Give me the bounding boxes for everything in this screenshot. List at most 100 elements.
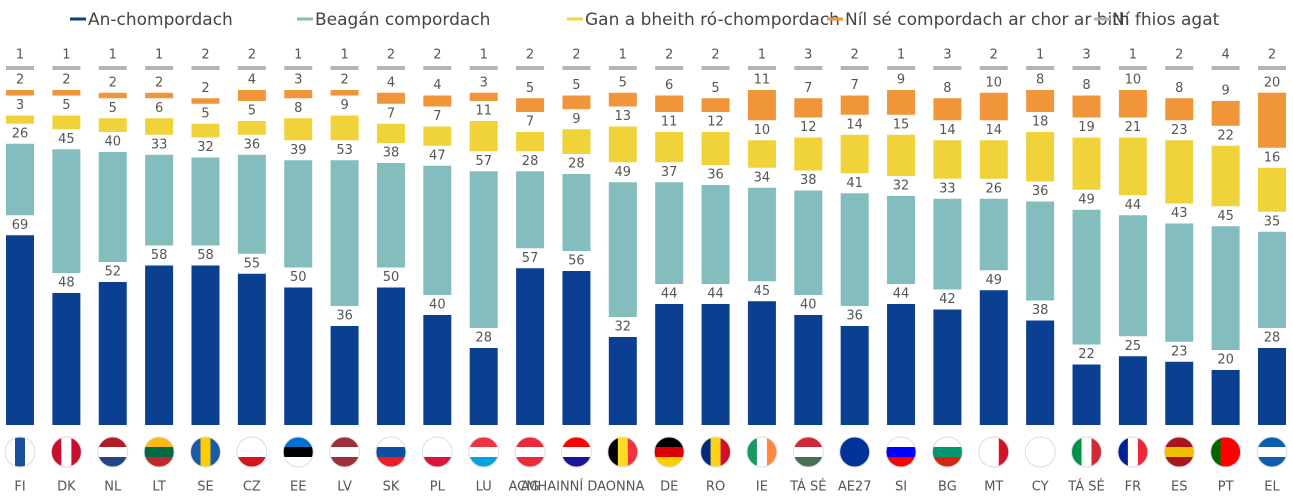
bar-segment — [1026, 66, 1055, 70]
bar-segment — [794, 190, 823, 295]
flag — [1164, 437, 1195, 467]
bar-segment — [516, 132, 545, 152]
flag-stripe — [793, 447, 824, 458]
bar-segment — [1258, 348, 1286, 425]
x-tick-label: AG — [521, 480, 540, 495]
bar-segment — [516, 171, 545, 249]
bar-segment — [469, 92, 498, 101]
flag — [515, 437, 546, 467]
value-label: 41 — [846, 176, 863, 191]
value-label: 21 — [1125, 120, 1142, 135]
value-label: 10 — [986, 75, 1003, 90]
flag-stripe — [97, 447, 128, 458]
bar-segment — [701, 98, 730, 112]
value-label: 38 — [383, 146, 400, 161]
bar-segment — [1118, 66, 1147, 70]
value-label: 56 — [568, 254, 585, 269]
flag-rim — [468, 436, 500, 468]
bar-segment — [6, 143, 34, 216]
flag-rim — [839, 436, 871, 468]
flag — [468, 437, 499, 467]
bar-segment — [6, 66, 34, 70]
bar-segment — [1118, 137, 1147, 196]
value-label: 45 — [754, 284, 771, 299]
flag-rim — [885, 436, 917, 468]
bar-segment — [145, 66, 174, 70]
flag-stripe — [1025, 437, 1056, 448]
flag-stripe — [375, 437, 406, 448]
flag-stripe — [468, 447, 499, 458]
flag-stripe — [988, 437, 1000, 467]
flag-rim — [97, 436, 129, 468]
flag-stripe — [1164, 447, 1195, 458]
value-label: 9 — [1221, 84, 1229, 99]
bar-segment — [423, 95, 452, 107]
value-label: 55 — [244, 256, 261, 271]
value-label: 3 — [480, 75, 488, 90]
flag — [236, 437, 267, 467]
flag — [1117, 437, 1148, 467]
flag — [746, 437, 777, 467]
bar-segment — [840, 326, 869, 425]
flag-rim — [236, 436, 268, 468]
value-label: 53 — [336, 143, 353, 158]
x-tick-label: FI — [14, 480, 25, 495]
bar-segment — [979, 92, 1008, 121]
bar-segment — [1211, 101, 1240, 126]
flag-stripe — [1210, 437, 1222, 467]
flag-stripe — [375, 457, 406, 467]
value-label: 11 — [754, 73, 771, 88]
flag-stripe — [236, 437, 267, 448]
value-label: 9 — [572, 112, 580, 127]
value-label: 8 — [943, 81, 951, 96]
value-label: 26 — [986, 181, 1003, 196]
value-label: 1 — [619, 48, 627, 63]
bar-segment — [98, 282, 127, 425]
bar-segment — [52, 66, 81, 70]
flag-stripe — [144, 447, 175, 458]
flag-stripe — [720, 437, 731, 467]
flag-stripe — [886, 437, 917, 448]
bar-segment — [562, 271, 591, 425]
value-label: 11 — [475, 104, 492, 119]
value-label: 33 — [939, 181, 956, 196]
value-label: 22 — [1078, 347, 1095, 362]
bar-segment — [562, 174, 591, 251]
bar-segment — [376, 123, 405, 143]
flag-stripe — [886, 447, 917, 458]
bar-segment — [701, 66, 730, 70]
value-label: 44 — [893, 287, 910, 302]
bar-segment — [191, 66, 220, 70]
bar-segment — [794, 137, 823, 171]
bar-segment — [52, 293, 81, 425]
bar-segment — [284, 287, 313, 425]
bar-segment — [979, 140, 1008, 179]
value-label: 3 — [943, 48, 951, 63]
bar-segment — [237, 154, 266, 254]
flag-stripe — [329, 447, 360, 458]
value-label: 50 — [383, 270, 400, 285]
flag-stripe — [1220, 437, 1232, 467]
value-label: 23 — [1171, 344, 1188, 359]
value-label: 2 — [201, 48, 209, 63]
legend-label: Beagán compordach — [315, 10, 490, 30]
flag-stripe — [627, 437, 638, 467]
flag — [839, 437, 870, 467]
value-label: 45 — [58, 132, 75, 147]
value-label: 1 — [480, 48, 488, 63]
flag-stripe — [200, 437, 211, 467]
flag-stripe — [561, 457, 592, 467]
x-tick-label: IE — [756, 480, 768, 495]
value-label: 8 — [1175, 81, 1183, 96]
bar-segment — [6, 90, 34, 96]
bar-segment — [1211, 66, 1240, 70]
flag-stripe — [561, 437, 592, 448]
value-label: 14 — [846, 117, 863, 132]
x-tick-label: SE — [197, 480, 213, 495]
value-label: 6 — [155, 101, 163, 116]
value-label: 3 — [294, 73, 302, 88]
bar-segment — [52, 115, 81, 130]
bar-segment — [655, 132, 684, 163]
value-label: 2 — [1268, 48, 1276, 63]
bar-segment — [1026, 320, 1055, 425]
